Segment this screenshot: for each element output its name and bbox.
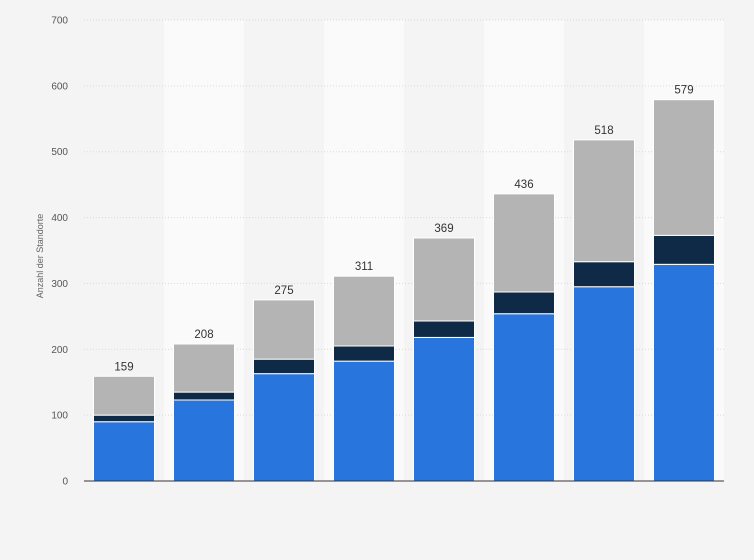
bar-segment-1 xyxy=(413,336,475,482)
y-axis-title: Anzahl der Standorte xyxy=(35,214,45,299)
y-tick-label: 100 xyxy=(51,411,68,422)
bar-total-label: 579 xyxy=(674,85,693,97)
y-tick-label: 400 xyxy=(51,213,68,224)
bar-segment-2 xyxy=(573,261,635,288)
bar-segment-2 xyxy=(653,234,715,265)
bar-total-labels: 159 208 275 311 369 436 518 579 xyxy=(114,85,693,374)
bar-segment-3 xyxy=(253,299,315,360)
bar-segment-3 xyxy=(573,139,635,263)
bar-segment-1 xyxy=(653,263,715,482)
bar-segment-3 xyxy=(333,275,395,347)
y-tick-label: 0 xyxy=(62,477,68,488)
bar-segment-1 xyxy=(493,313,555,482)
y-tick-label: 700 xyxy=(51,16,68,27)
bar-segment-1 xyxy=(333,360,395,482)
bars xyxy=(93,99,715,482)
bar-total-label: 159 xyxy=(114,361,133,373)
bar-total-label: 311 xyxy=(355,261,373,273)
bar-segment-2 xyxy=(93,414,155,423)
bar-segment-3 xyxy=(413,237,475,322)
y-tick-label: 500 xyxy=(51,147,68,158)
bar-total-label: 518 xyxy=(594,125,613,137)
bar-segment-3 xyxy=(493,193,555,293)
bar-segment-2 xyxy=(493,291,555,315)
bar-total-label: 436 xyxy=(514,179,533,191)
bar-total-label: 369 xyxy=(434,223,453,235)
bar-total-label: 275 xyxy=(274,285,293,297)
y-tick-label: 600 xyxy=(51,81,68,92)
bar-segment-2 xyxy=(333,345,395,362)
y-tick-label: 300 xyxy=(51,279,68,290)
bar-segment-3 xyxy=(653,99,715,236)
bar-segment-2 xyxy=(173,391,235,401)
bar-segment-1 xyxy=(253,373,315,482)
bar-segment-1 xyxy=(93,421,155,482)
bar-segment-2 xyxy=(253,358,315,375)
bar-total-label: 208 xyxy=(194,329,213,341)
bar-segment-3 xyxy=(93,375,155,416)
y-axis-ticks: 0 100 200 300 400 500 600 700 xyxy=(51,16,68,488)
bar-segment-2 xyxy=(413,320,475,338)
y-tick-label: 200 xyxy=(51,345,68,356)
bar-segment-1 xyxy=(573,286,635,482)
bar-segment-1 xyxy=(173,399,235,482)
bar-segment-3 xyxy=(173,343,235,393)
